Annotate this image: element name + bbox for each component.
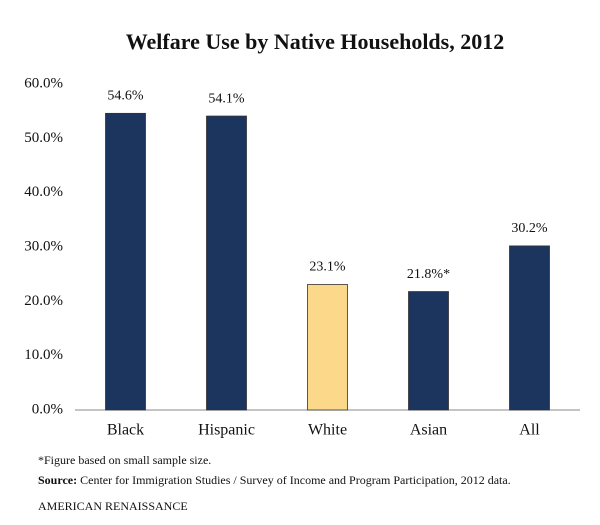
x-tick-label: Hispanic xyxy=(198,422,255,439)
y-tick-label: 60.0% xyxy=(24,75,63,91)
bar xyxy=(509,245,550,411)
x-tick-label: Asian xyxy=(410,422,447,439)
chart-title: Welfare Use by Native Households, 2012 xyxy=(126,29,504,54)
bar xyxy=(105,112,146,411)
note: *Figure based on small sample size. xyxy=(38,453,211,467)
value-label: 23.1% xyxy=(309,260,346,275)
y-tick-label: 0.0% xyxy=(32,401,63,417)
source-label: Source: xyxy=(38,473,77,487)
x-tick-label: All xyxy=(519,422,540,439)
credit: AMERICAN RENAISSANCE xyxy=(38,499,188,513)
value-label: 54.6% xyxy=(107,89,144,104)
x-tick-label: White xyxy=(308,422,347,439)
value-label: 54.1% xyxy=(208,91,245,106)
y-tick-label: 40.0% xyxy=(24,184,63,200)
bar xyxy=(307,284,348,411)
y-tick-label: 30.0% xyxy=(24,238,63,254)
source: Source: Center for Immigration Studies /… xyxy=(38,473,511,487)
bar xyxy=(206,115,247,411)
y-tick-label: 20.0% xyxy=(24,293,63,309)
y-tick-label: 50.0% xyxy=(24,130,63,146)
value-label: 30.2% xyxy=(511,221,548,236)
value-label: 21.8%* xyxy=(407,267,450,282)
source-text: Center for Immigration Studies / Survey … xyxy=(80,473,511,487)
x-tick-label: Black xyxy=(107,422,144,439)
bar xyxy=(408,291,449,411)
y-tick-label: 10.0% xyxy=(24,347,63,363)
